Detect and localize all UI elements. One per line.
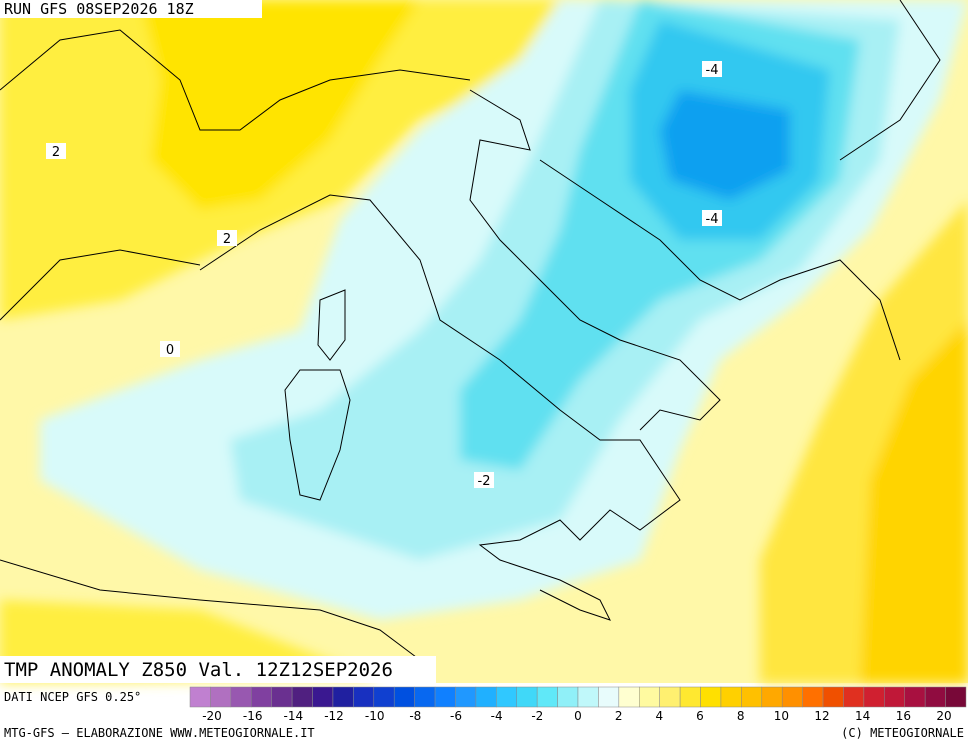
coastlines [0, 0, 941, 661]
contour-label: 2 [52, 145, 60, 160]
anomaly-field [0, 0, 968, 683]
colorbar-label: 4 [656, 709, 664, 723]
colorbar-label: 14 [855, 709, 870, 723]
credit-label: MTG-GFS — ELABORAZIONE WWW.METEOGIORNALE… [4, 726, 315, 740]
contour-labels: -4 -4 2 2 0 -2 [46, 61, 722, 489]
colorbar-swatch [720, 686, 742, 708]
colorbar-swatch [618, 686, 640, 708]
contour-label: -4 [706, 63, 719, 78]
colorbar-label: 8 [737, 709, 745, 723]
colorbar-swatch [843, 686, 865, 708]
contour-label-bg [217, 230, 237, 246]
contour-label: 2 [223, 232, 231, 247]
colorbar-label: -8 [409, 709, 421, 723]
colorbar-swatch [312, 686, 334, 708]
colorbar-label: 2 [615, 709, 623, 723]
colorbar-swatch [598, 686, 620, 708]
contour-label: -2 [478, 474, 491, 489]
colorbar-swatch [822, 686, 844, 708]
colorbar-swatch [516, 686, 538, 708]
colorbar-swatch [924, 686, 946, 708]
contour-label-bg [702, 210, 722, 226]
colorbar-label: 0 [574, 709, 582, 723]
colorbar-swatch [781, 686, 803, 708]
contour-label-bg [474, 472, 494, 488]
source-label: DATI NCEP GFS 0.25° [4, 690, 141, 704]
colorbar-swatch [332, 686, 354, 708]
colorbar-label: -12 [324, 709, 344, 723]
colorbar-label: -2 [531, 709, 543, 723]
colorbar-label: 6 [696, 709, 704, 723]
colorbar-swatch [434, 686, 456, 708]
colorbar-swatch [536, 686, 558, 708]
colorbar-label: -20 [202, 709, 222, 723]
contour-label-bg [702, 61, 722, 77]
map-title: TMP ANOMALY Z850 Val. 12Z12SEP2026 [4, 659, 393, 681]
colorbar-swatch [904, 686, 926, 708]
colorbar-swatch [679, 686, 701, 708]
colorbar-swatch [863, 686, 885, 708]
run-label: RUN GFS 08SEP2026 18Z [4, 0, 194, 18]
colorbar-label: 10 [774, 709, 789, 723]
colorbar-label: -10 [365, 709, 385, 723]
colorbar-label: 12 [814, 709, 829, 723]
colorbar-swatch [557, 686, 579, 708]
colorbar-swatch [271, 686, 293, 708]
colorbar-swatch [189, 686, 211, 708]
colorbar-swatch [475, 686, 497, 708]
colorbar-label: -16 [243, 709, 263, 723]
colorbar-swatch [414, 686, 436, 708]
colorbar-swatch [291, 686, 313, 708]
colorbar-label: -4 [491, 709, 503, 723]
contour-label-bg [46, 143, 66, 159]
colorbar-swatch [884, 686, 905, 708]
colorbar-swatch [741, 686, 763, 708]
colorbar-label: -14 [284, 709, 304, 723]
colorbar-label: -6 [450, 709, 462, 723]
colorbar-swatch [639, 686, 660, 708]
colorbar-swatch [700, 686, 722, 708]
colorbar-swatch [251, 686, 272, 708]
copyright-label: (C) METEOGIORNALE [841, 726, 964, 740]
contour-label: -4 [706, 212, 719, 227]
colorbar-swatch [945, 686, 967, 708]
colorbar-swatch [659, 686, 681, 708]
colorbar-swatch [230, 686, 252, 708]
colorbar-label: 20 [936, 709, 951, 723]
colorbar-label: 16 [896, 709, 911, 723]
colorbar-swatch [802, 686, 824, 708]
header-box [0, 0, 262, 18]
colorbar-swatch [373, 686, 395, 708]
contour-label-bg [160, 341, 180, 357]
colorbar-swatch [393, 686, 415, 708]
colorbar-swatch [353, 686, 375, 708]
colorbar-swatch [210, 686, 232, 708]
title-box [0, 656, 436, 683]
contour-label: 0 [166, 343, 174, 358]
colorbar-swatch [455, 686, 477, 708]
colorbar-swatch [577, 686, 599, 708]
colorbar: -20 -16 -14 -12 -10 -8 -6 -4 -2 0 2 4 6 8 10 12 14 16 20 [189, 686, 967, 723]
colorbar-swatch [496, 686, 517, 708]
colorbar-swatch [761, 686, 783, 708]
